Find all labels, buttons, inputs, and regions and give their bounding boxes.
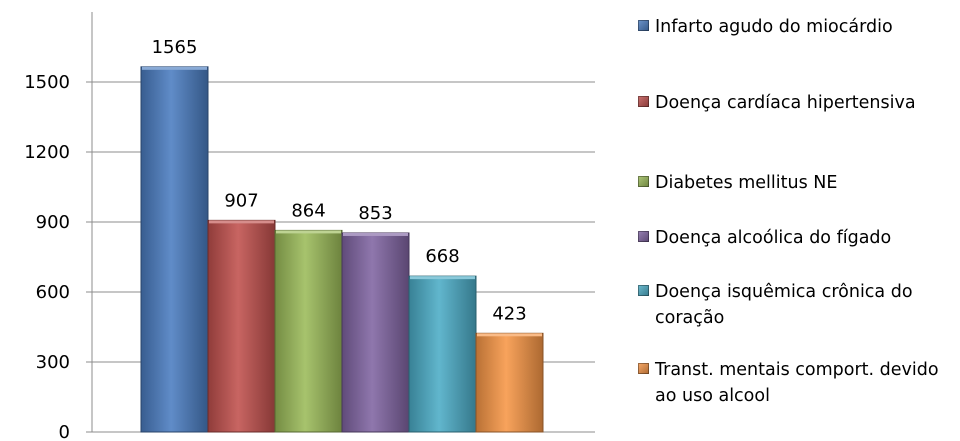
legend-item: Transt. mentais comport. devido ao uso a… (638, 357, 960, 409)
legend-swatch (638, 20, 649, 31)
data-label: 907 (224, 190, 258, 211)
legend-swatch (638, 96, 649, 107)
legend-label: Transt. mentais comport. devido ao uso a… (655, 360, 939, 406)
bars (140, 66, 544, 433)
y-tick-label: 0 (59, 422, 70, 441)
bar-1 (140, 66, 209, 433)
legend-item: Diabetes mellitus NE (638, 170, 960, 196)
bar-chart: 0 300 600 900 1200 1500 1565 907 864 853 668 423 (24, 12, 595, 441)
y-tick-label: 300 (36, 352, 70, 373)
data-label: 423 (492, 303, 526, 324)
legend-item: Infarto agudo do miocárdio (638, 14, 960, 40)
legend-swatch (638, 231, 649, 242)
bar-3 (274, 229, 343, 433)
legend-item: Doença isquêmica crônica do coração (638, 279, 960, 331)
bar-top-highlight (276, 230, 341, 234)
bar-5 (408, 275, 477, 433)
legend-label: Doença cardíaca hipertensiva (655, 93, 916, 113)
legend-item: Doença alcoólica do fígado (638, 225, 960, 251)
y-tick-label: 1200 (24, 142, 70, 163)
y-axis: 0 300 600 900 1200 1500 (24, 12, 595, 441)
legend-item: Doença cardíaca hipertensiva (638, 90, 960, 116)
data-label: 864 (291, 200, 325, 221)
legend-label: Diabetes mellitus NE (655, 173, 838, 193)
bar-top-highlight (142, 66, 207, 70)
data-label: 1565 (152, 37, 198, 58)
legend-label: Infarto agudo do miocárdio (655, 17, 893, 37)
data-label: 853 (358, 203, 392, 224)
y-tick-label: 1500 (24, 72, 70, 93)
bar-4 (341, 232, 410, 433)
legend-swatch (638, 363, 649, 374)
y-tick-label: 600 (36, 282, 70, 303)
data-labels: 1565 907 864 853 668 423 (152, 37, 527, 324)
y-tick-label: 900 (36, 212, 70, 233)
bar-top-highlight (209, 220, 274, 224)
bar-top-highlight (410, 276, 475, 280)
legend-label: Doença isquêmica crônica do coração (655, 282, 913, 328)
bar-6 (475, 332, 544, 433)
legend-label: Doença alcoólica do fígado (655, 228, 892, 248)
legend-swatch (638, 285, 649, 296)
data-label: 668 (425, 246, 459, 267)
bar-top-highlight (343, 232, 408, 236)
bar-2 (207, 219, 276, 433)
legend-swatch (638, 176, 649, 187)
bar-top-highlight (477, 333, 542, 337)
